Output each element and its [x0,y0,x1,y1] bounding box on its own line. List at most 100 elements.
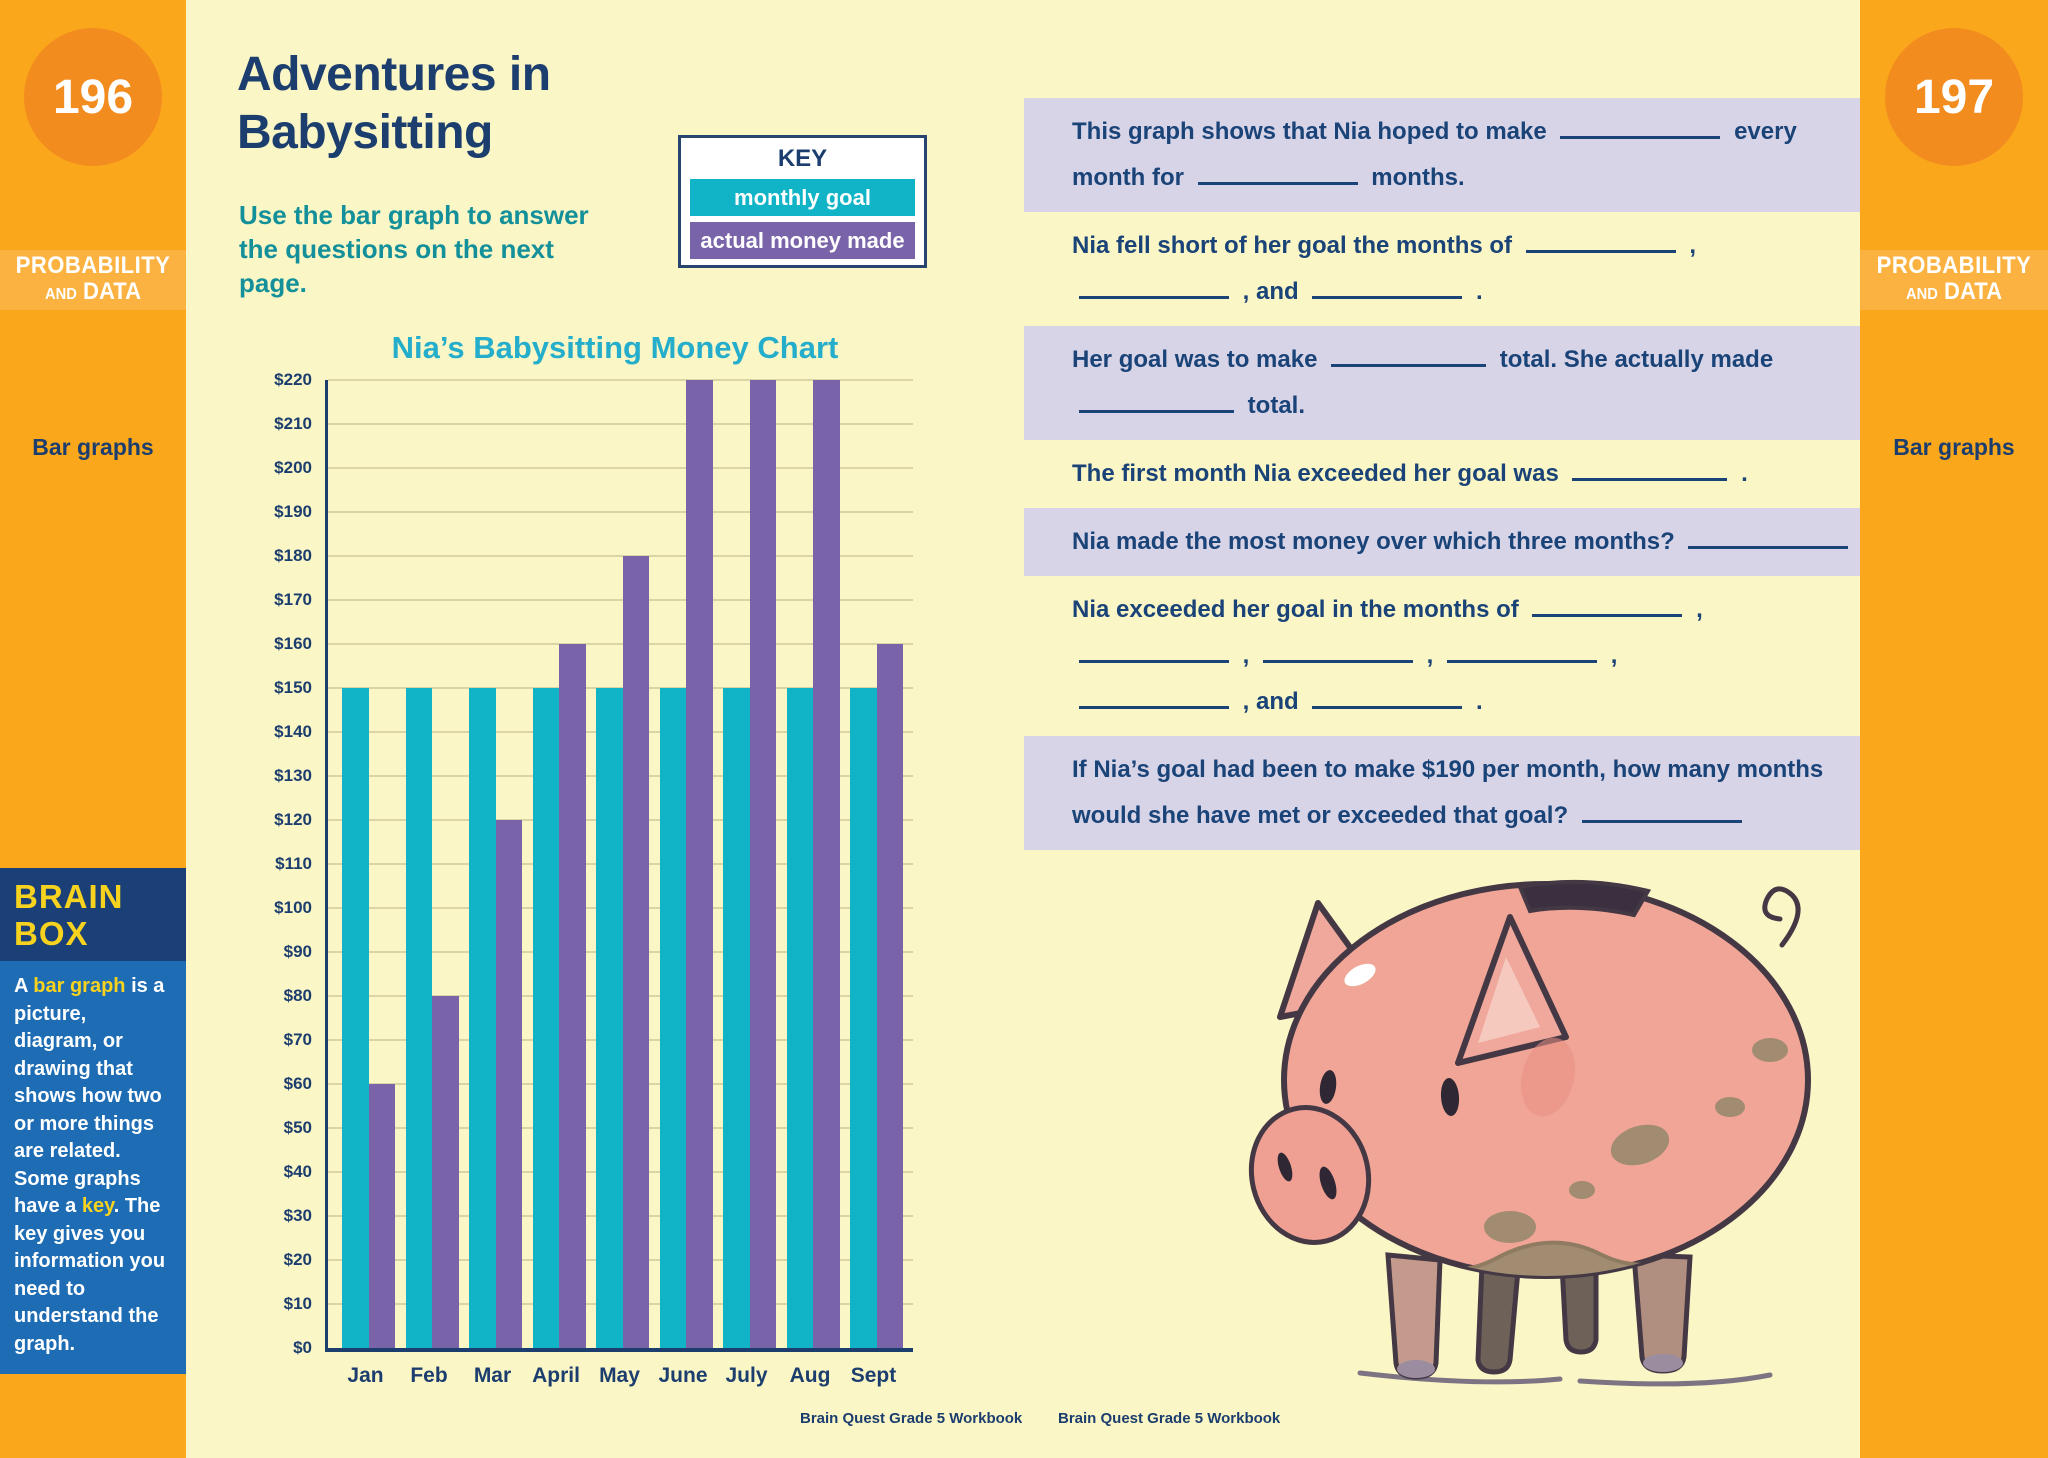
chart-bars [328,380,913,1348]
y-tick-label: $20 [283,1250,312,1269]
bar-group-may [596,380,649,1348]
actual-bar-feb [432,996,459,1348]
question-text: , [1689,596,1703,623]
y-tick-label: $190 [274,502,312,521]
key-item: actual money made [690,222,915,259]
key-items: monthly goal actual money made [681,179,924,259]
y-tick-label: $90 [283,942,312,961]
bar-group-mar [469,380,522,1348]
text-segment: . The key gives you information you need… [14,1195,166,1355]
y-tick-label: $30 [283,1206,312,1225]
answer-blank[interactable] [1079,682,1229,709]
question-text: total. She actually made [1493,346,1774,373]
y-tick-label: $220 [274,370,312,389]
answer-blank[interactable] [1532,590,1683,617]
answer-blank[interactable] [1079,386,1234,413]
question-line: Nia fell short of her goal the months of… [1072,223,1824,269]
question-row-2: Nia fell short of her goal the months of… [1024,212,1860,326]
book-footer-left: Brain Quest Grade 5 Workbook [800,1410,1023,1427]
answer-blank[interactable] [1688,522,1849,549]
gridline [328,423,913,425]
chart-title: Nia’s Babysitting Money Chart [391,330,839,365]
x-tick-label: April [532,1364,580,1387]
actual-bar-sept [876,644,903,1348]
x-tick-label: Sept [850,1364,897,1387]
question-text: , [1420,642,1441,669]
section-band: PROBABILITY AND DATA [1860,250,2048,310]
answer-blank[interactable] [1312,272,1463,299]
answer-blank[interactable] [1572,454,1728,481]
x-tick-label: Feb [410,1364,448,1387]
y-tick-label: $170 [274,590,312,609]
question-text: Nia made the most money over which three… [1072,528,1682,555]
x-tick-label: Mar [473,1364,512,1387]
question-text: every [1727,118,1797,145]
y-tick-label: $200 [274,458,312,477]
question-text: total. [1241,392,1305,419]
question-line: Nia exceeded her goal in the months of , [1072,587,1824,633]
bar-group-feb [405,380,459,1348]
goal-bar-jan [342,688,369,1348]
question-row-5: Nia made the most money over which three… [1024,508,1860,576]
chart-plot: $0 $10 $20 $30 $40 $50 $60 $70 $80 $90 $100 $110 $12… [274,370,913,1357]
bar-group-jan [342,380,395,1348]
answer-blank[interactable] [1079,636,1229,663]
y-tick-label: $40 [283,1162,312,1181]
goal-bar-june [659,688,686,1348]
question-text: Nia exceeded her goal in the months of [1072,596,1526,623]
answer-blank[interactable] [1581,796,1742,823]
section-title-line1: PROBABILITY [15,251,171,279]
question-text: would she have met or exceeded that goal… [1072,802,1575,829]
x-tick-label: Aug [789,1364,831,1387]
question-row-4: The first month Nia exceeded her goal wa… [1024,440,1860,508]
question-text: Her goal was to make [1072,346,1325,373]
brain-box-title: BRAIN BOX [0,868,186,961]
question-line: This graph shows that Nia hoped to make … [1072,109,1824,155]
bar-group-aug [786,380,840,1348]
actual-bar-aug [813,380,840,1348]
y-tick-label: $210 [274,414,312,433]
question-text: months. [1364,164,1465,191]
y-tick-label: $180 [274,546,312,565]
x-tick-label: Jan [347,1364,384,1387]
page-number-badge: 197 [1885,28,2023,166]
actual-bar-july [749,380,776,1348]
gridline [328,511,913,513]
question-text: The first month Nia exceeded her goal wa… [1072,460,1566,487]
chart-key: KEY monthly goal actual money made [678,135,927,268]
right-sidebar: 197 PROBABILITY AND DATA Bar graphs [1860,0,2048,1458]
question-row-1: This graph shows that Nia hoped to make … [1024,98,1860,212]
question-text: , and [1236,278,1306,305]
y-tick-label: $60 [283,1074,312,1093]
question-line: , , , [1072,633,1824,679]
chart-x-axis: Jan Feb Mar April May June July Aug Sept [325,1364,910,1388]
brain-box-text: A bar graph is a picture, diagram, or dr… [0,961,186,1374]
answer-blank[interactable] [1560,112,1721,139]
actual-bar-april [559,644,586,1348]
answer-blank[interactable] [1197,158,1358,185]
y-tick-label: $50 [283,1118,312,1137]
piggy-bank-illustration [1210,845,1850,1390]
question-line: would she have met or exceeded that goal… [1072,793,1824,839]
question-line: month for months. [1072,155,1824,201]
y-tick-label: $130 [274,766,312,785]
answer-blank[interactable] [1079,272,1229,299]
question-line: If Nia’s goal had been to make $190 per … [1072,747,1824,793]
x-tick-label: June [658,1364,708,1387]
answer-blank[interactable] [1331,340,1487,367]
answer-blank[interactable] [1525,226,1676,253]
left-sidebar: 196 PROBABILITY AND DATA Bar graphs BRAI… [0,0,186,1458]
question-row-7: If Nia’s goal had been to make $190 per … [1024,736,1860,850]
y-tick-label: $140 [274,722,312,741]
x-tick-label: May [599,1364,640,1387]
y-tick-label: $110 [275,854,312,873]
question-line: The first month Nia exceeded her goal wa… [1072,451,1824,497]
answer-blank[interactable] [1312,682,1463,709]
bar-group-june [659,380,713,1348]
answer-blank[interactable] [1263,636,1414,663]
y-tick-label: $120 [274,810,312,829]
answer-blank[interactable] [1447,636,1598,663]
goal-bar-april [532,688,559,1348]
section-title-line2: AND DATA [44,277,142,305]
question-line: Her goal was to make total. She actually… [1072,337,1824,383]
